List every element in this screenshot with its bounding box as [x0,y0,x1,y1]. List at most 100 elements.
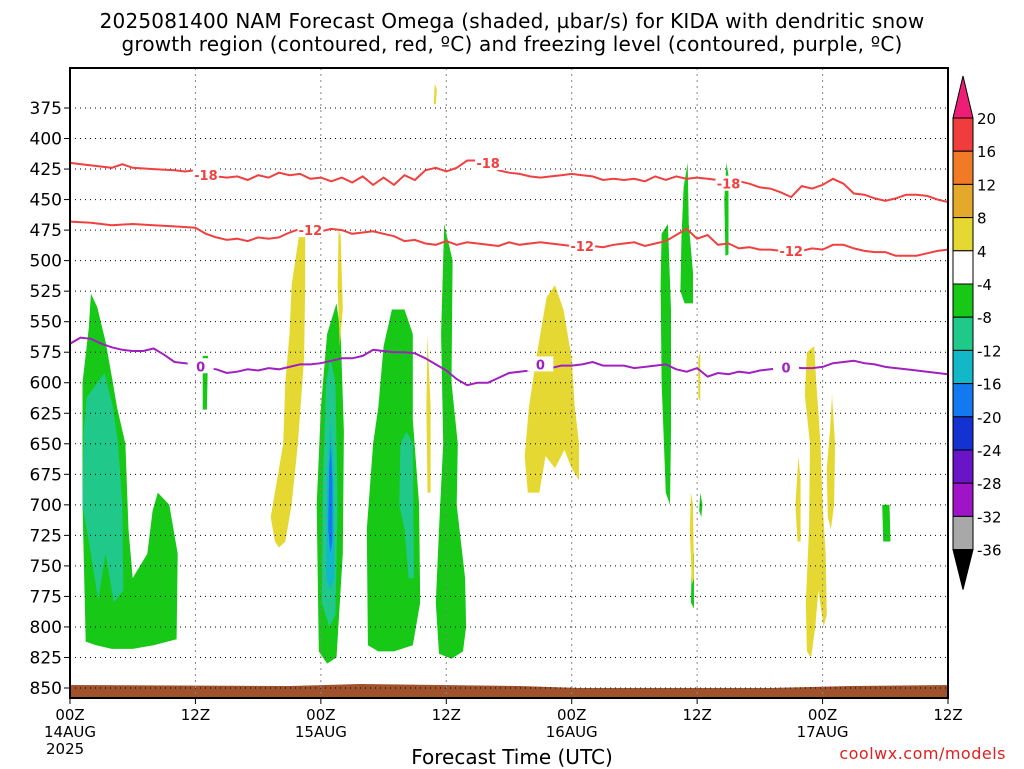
x-tick-label: 00Z [55,706,84,724]
colorbar-swatch [952,482,974,517]
colorbar-swatch [952,449,974,484]
contour--12 [70,220,948,257]
terrain-band [70,684,948,698]
contour-label: -18 [476,157,500,172]
omega-region-25 [826,394,836,530]
omega-region-16 [433,83,437,105]
colorbar-swatch [952,316,974,351]
x-tick-label: 12Z [933,706,962,724]
chart-title-line-1: 2025081400 NAM Forecast Omega (shaded, µ… [99,9,925,33]
y-tick-label: 850 [30,679,62,699]
contour-label: -18 [717,178,741,193]
colorbar-swatch [952,217,974,252]
y-tick-label: 775 [30,587,62,607]
colorbar-swatch [952,117,974,152]
colorbar-label: 12 [977,176,996,194]
contour-label-bg [527,356,554,372]
omega-region-21 [689,492,694,585]
contour-label: -18 [194,169,218,184]
x-tick-label: 00Z [306,706,335,724]
x-tick-year-label: 2025 [46,740,84,758]
colorbar-swatch [952,250,974,285]
omega-region-23 [804,346,827,658]
omega-region-1 [82,373,124,603]
contour-label-bg [192,167,219,183]
omega-region-15 [882,504,891,542]
colorbar-label: -4 [977,276,992,294]
contour-label-bg [569,237,596,253]
y-tick-label: 500 [30,252,62,272]
colorbar-label: -16 [977,376,1002,394]
colorbar: 20 16 12 8 4 -4 -8 -12 -16 -20 -24 -28 -32 -36 [952,75,1002,590]
colorbar-swatch [952,383,974,418]
x-tick-label: 12Z [682,706,711,724]
colorbar-label: -32 [977,508,1002,526]
contour-label-bg [187,358,214,374]
y-tick-label: 600 [30,374,62,394]
colorbar-swatch [952,515,974,551]
x-axis-label: Forecast Time (UTC) [411,745,613,769]
y-tick-label: 400 [30,130,62,150]
colorbar-label: 4 [977,243,987,261]
y-tick-label: 800 [30,618,62,638]
colorbar-label: 8 [977,210,987,228]
colorbar-label: -12 [977,342,1002,360]
axes-layer: 375 400 425 450 475 500 525 550 575 600 625 650 675 7… [30,67,963,758]
chart-title-line-2: growth region (contoured, red, ºC) and f… [121,32,903,56]
colorbar-label: -24 [977,442,1002,460]
y-tick-label: 650 [30,435,62,455]
colorbar-label: 16 [977,143,996,161]
y-tick-label: 550 [30,313,62,333]
colorbar-swatch [952,349,974,385]
omega-region-9 [435,224,467,659]
omega-region-20 [524,285,579,493]
omega-region-6 [328,443,333,554]
y-tick-label: 675 [30,465,62,485]
colorbar-label: -36 [977,542,1002,560]
colorbar-label: -8 [977,309,992,327]
x-tick-label: 00Z [557,706,586,724]
y-tick-label: 425 [30,160,62,180]
omega-region-18 [337,230,343,347]
x-tick-label: 00Z [808,706,837,724]
y-tick-label: 375 [30,99,62,119]
contour-label-bg [715,175,742,191]
y-tick-label: 450 [30,191,62,211]
terrain-ground [70,684,948,698]
omega-region-24 [795,456,801,542]
contour-label: -12 [570,240,594,255]
y-tick-label: 825 [30,648,62,668]
colorbar-label: -20 [977,409,1002,427]
omega-region-11 [680,162,693,304]
contour-label-bg [778,242,805,258]
colorbar-swatch [952,150,974,185]
colorbar-bottom-arrow [952,549,974,590]
colorbar-label: -28 [977,475,1002,493]
y-tick-label: 525 [30,282,62,302]
contour-label-bg [772,359,799,375]
credit-text[interactable]: coolwx.com/models [839,744,1006,763]
contour-label: 0 [781,361,790,376]
contour-label: -12 [299,224,323,239]
x-tick-date-label: 14AUG [44,723,96,741]
colorbar-swatch [952,183,974,219]
y-tick-label: 625 [30,404,62,424]
contour-0 [70,336,948,387]
omega-region-19 [426,333,431,493]
x-tick-date-label: 17AUG [797,723,849,741]
y-tick-label: 475 [30,221,62,241]
colorbar-swatch [952,416,974,451]
y-tick-label: 725 [30,526,62,546]
colorbar-top-arrow [952,75,974,119]
contour--18 [70,159,948,203]
y-tick-label: 700 [30,496,62,516]
x-tick-date-label: 16AUG [546,723,598,741]
contour-label: 0 [536,358,545,373]
contour-label: 0 [196,360,205,375]
x-tick-label: 12Z [181,706,210,724]
x-tick-label: 12Z [432,706,461,724]
contour-label-bg [475,154,502,170]
omega-region-8 [399,431,414,579]
colorbar-swatch [952,283,974,318]
